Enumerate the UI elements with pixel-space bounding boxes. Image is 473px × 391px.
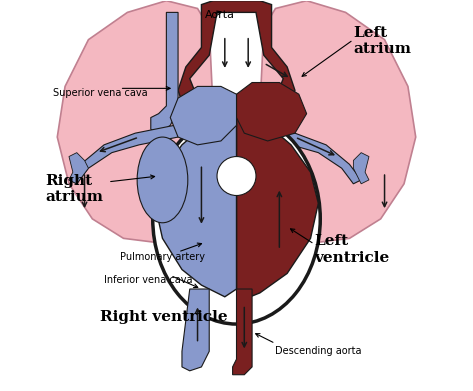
Text: Superior vena cava: Superior vena cava	[53, 88, 148, 99]
Polygon shape	[155, 114, 236, 297]
Polygon shape	[233, 289, 252, 375]
Ellipse shape	[153, 114, 320, 324]
Polygon shape	[260, 1, 416, 242]
Polygon shape	[57, 1, 213, 242]
Polygon shape	[353, 152, 369, 184]
Polygon shape	[69, 118, 178, 184]
Text: Left
ventricle: Left ventricle	[315, 235, 390, 265]
Polygon shape	[151, 13, 178, 133]
Ellipse shape	[217, 156, 256, 196]
Ellipse shape	[137, 137, 188, 223]
Polygon shape	[182, 289, 209, 371]
Text: Descending aorta: Descending aorta	[275, 346, 362, 355]
Text: Inferior vena cava: Inferior vena cava	[104, 275, 193, 285]
Polygon shape	[252, 118, 361, 184]
Text: Aorta: Aorta	[205, 11, 236, 20]
Text: Right ventricle: Right ventricle	[100, 310, 228, 325]
Text: Pulmonary artery: Pulmonary artery	[120, 252, 205, 262]
Polygon shape	[178, 1, 295, 129]
Polygon shape	[69, 152, 88, 184]
Polygon shape	[236, 83, 307, 141]
Polygon shape	[236, 114, 318, 301]
Polygon shape	[170, 86, 236, 145]
Text: Right
atrium: Right atrium	[45, 174, 104, 204]
Text: Left
atrium: Left atrium	[353, 26, 412, 56]
